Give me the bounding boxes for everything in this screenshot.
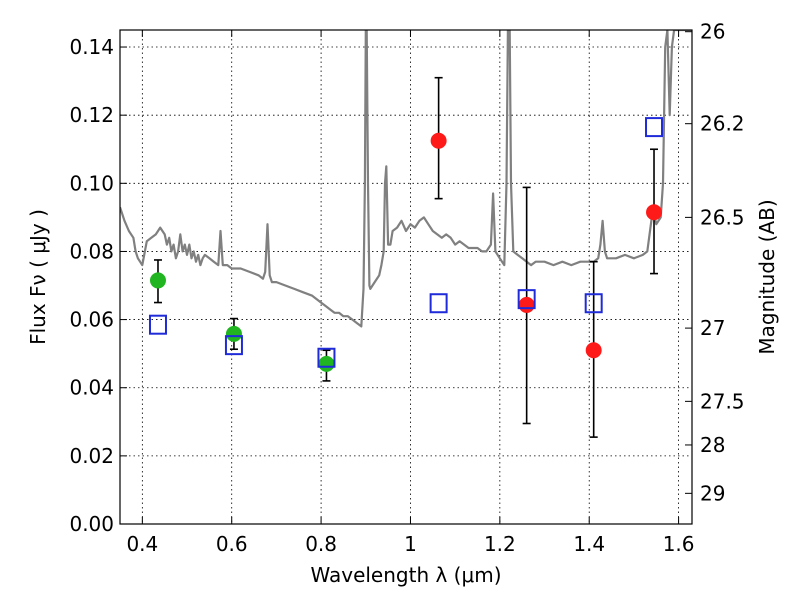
x-tick-label: 0.4: [126, 532, 158, 556]
y2-tick-label: 26.2: [700, 112, 745, 136]
y-tick-label: 0.02: [69, 444, 114, 468]
x-tick-label: 1.4: [573, 532, 605, 556]
y-axis-label: Flux Fν ( μJy ): [26, 209, 50, 345]
x-tick-label: 1.2: [484, 532, 516, 556]
y2-tick-label: 29: [700, 481, 725, 505]
grid: [120, 30, 692, 525]
y2-tick-label: 27: [700, 316, 725, 340]
y2-axis-label: Magnitude (AB): [755, 199, 779, 354]
y2-tick-label: 26.5: [700, 205, 745, 229]
x-tick-label: 0.6: [216, 532, 248, 556]
y-tick-label: 0.08: [69, 239, 114, 263]
x-tick-label: 1.6: [663, 532, 695, 556]
ticks: 0.4 0.6 0.8 1 1.2 1.4 1.6 0.00 0.02 0.04 0.06 0.08 0…: [69, 20, 744, 556]
x-tick-label: 0.8: [305, 532, 337, 556]
data-point: [646, 204, 663, 221]
photometry-point: [585, 260, 602, 438]
y-tick-label: 0.12: [69, 103, 114, 127]
plot-frame: [119, 29, 693, 525]
model-square: [317, 347, 336, 368]
data-point: [430, 132, 447, 149]
model-square: [517, 289, 536, 310]
y-tick-label: 0.06: [69, 308, 114, 332]
y-tick-label: 0.04: [69, 376, 114, 400]
model-square: [429, 293, 448, 314]
model-square: [584, 293, 603, 314]
data-point: [225, 325, 242, 342]
model-square: [645, 117, 664, 138]
data-point: [518, 296, 535, 313]
y2-tick-label: 26: [700, 20, 725, 44]
photometry-point: [430, 76, 447, 200]
spectrum-line: [120, 30, 692, 328]
y2-tick-label: 27.5: [700, 389, 745, 413]
model-square: [224, 335, 243, 356]
photometry-point: [225, 317, 242, 351]
model-square: [148, 314, 167, 335]
y2-tick-label: 28: [700, 433, 725, 457]
y-tick-label: 0.14: [69, 35, 114, 59]
x-tick-label: 1: [404, 532, 417, 556]
data-point: [585, 342, 602, 359]
photometry-point: [646, 148, 663, 275]
data-point: [149, 272, 166, 289]
data-point: [318, 355, 335, 372]
marker-layer: [148, 76, 664, 438]
y-tick-label: 0.00: [69, 512, 114, 536]
y-tick-label: 0.10: [69, 171, 114, 195]
x-axis-label: Wavelength λ (μm): [310, 563, 501, 587]
photometry-point: [149, 259, 166, 304]
series-layer: [120, 30, 692, 328]
